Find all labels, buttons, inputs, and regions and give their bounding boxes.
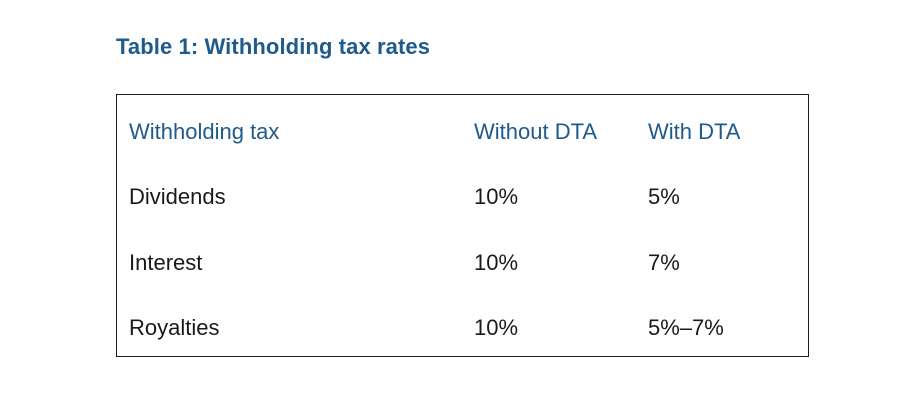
row-interest-with-dta: 7% (648, 250, 680, 275)
row-dividends-with-dta: 5% (648, 184, 680, 209)
row-royalties-label: Royalties (129, 315, 220, 340)
table-title: Table 1: Withholding tax rates (116, 34, 431, 59)
row-dividends-without-dta: 10% (474, 184, 519, 209)
withholding-tax-table: Withholding tax Without DTA With DTA Div… (116, 94, 809, 357)
row-royalties-with-dta: 5%–7% (648, 315, 724, 340)
row-interest-without-dta: 10% (474, 250, 519, 275)
header-without-dta: Without DTA (474, 119, 598, 144)
header-with-dta: With DTA (648, 119, 741, 144)
row-interest-label: Interest (129, 250, 203, 275)
header-withholding-tax: Withholding tax (129, 119, 280, 144)
row-royalties-without-dta: 10% (474, 315, 519, 340)
row-dividends-label: Dividends (129, 184, 226, 209)
